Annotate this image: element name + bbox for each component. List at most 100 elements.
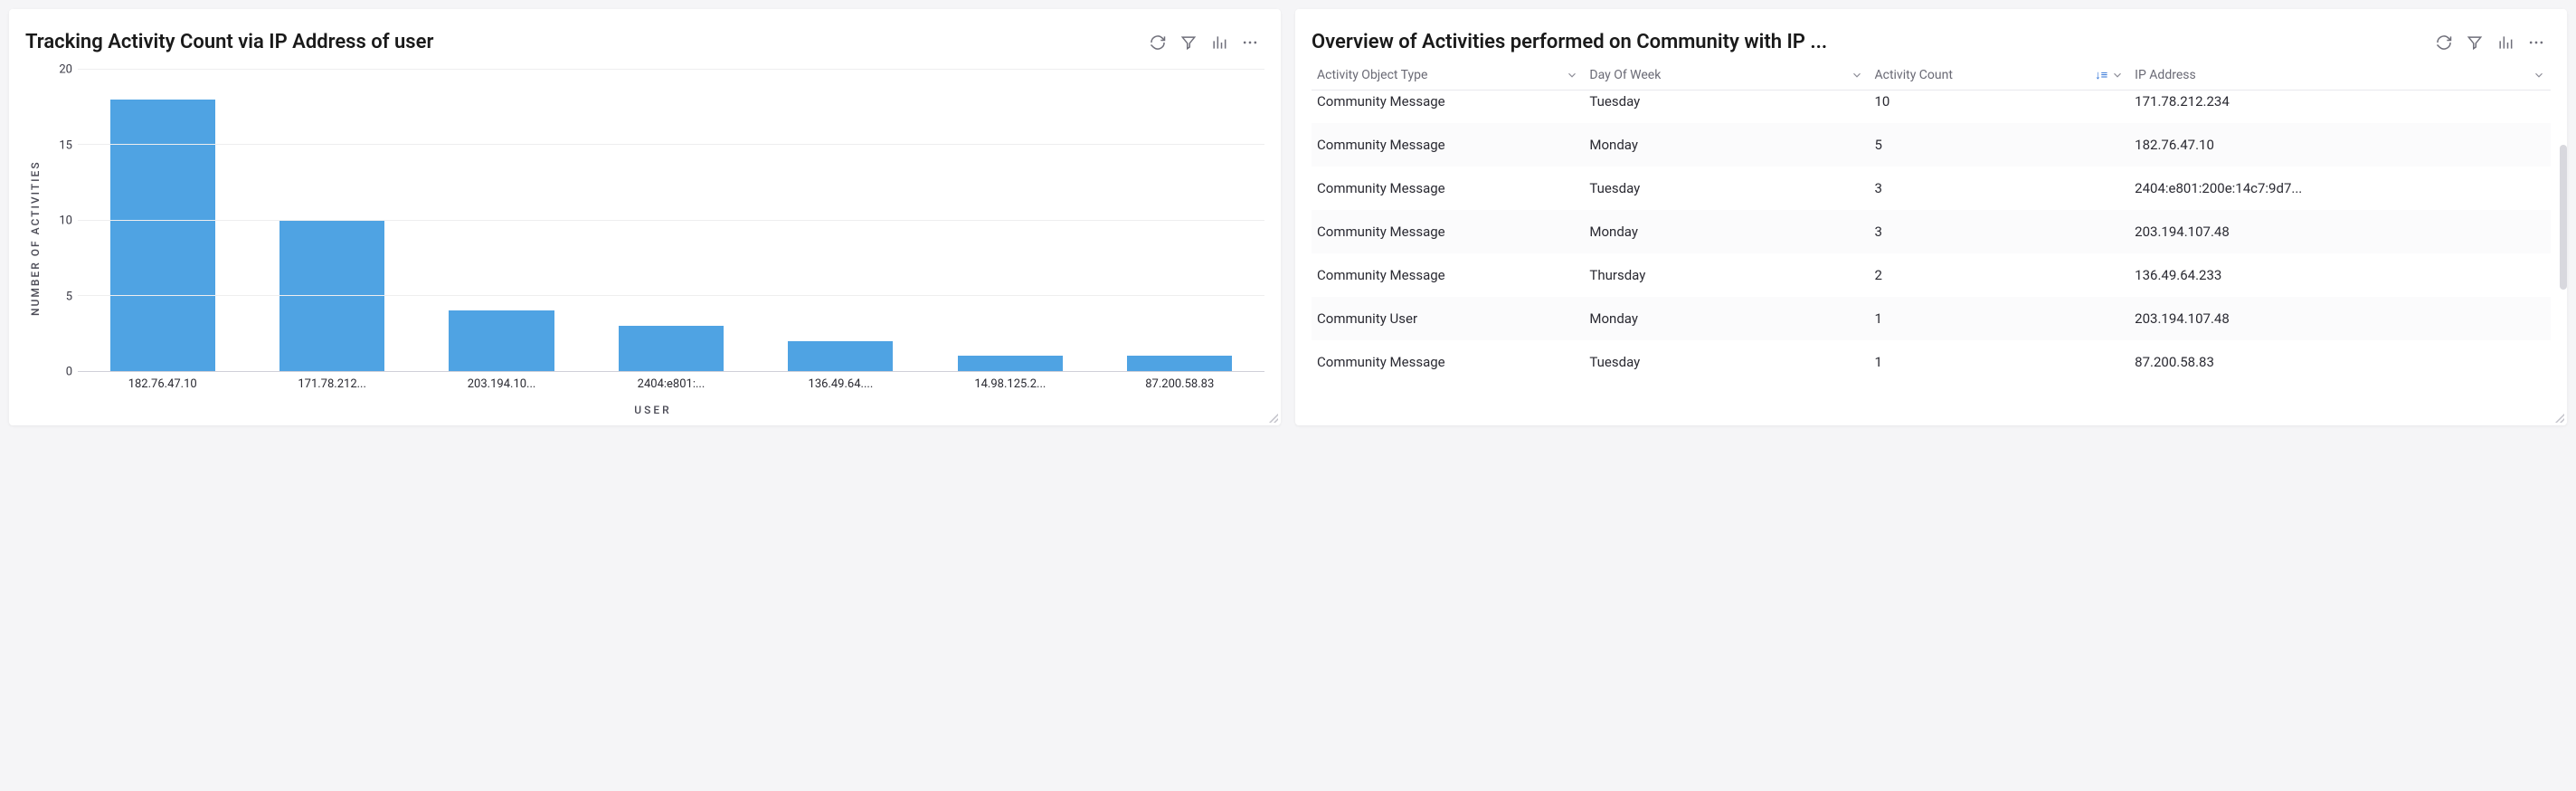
bar[interactable] (1127, 356, 1232, 371)
table-cell: 2404:e801:200e:14c7:9d7... (2129, 180, 2551, 196)
table-cell: 10 (1869, 93, 2129, 110)
chevron-down-icon[interactable] (1851, 69, 1863, 81)
table-cell: Community Message (1312, 354, 1584, 370)
x-tick-label: 2404:e801:... (586, 372, 755, 391)
table-cell: 1 (1869, 310, 2129, 327)
table-row[interactable]: Community MessageMonday5182.76.47.10 (1312, 123, 2551, 167)
table-cell: Tuesday (1584, 354, 1869, 370)
table-card-header: Overview of Activities performed on Comm… (1312, 31, 2551, 53)
table-cell: 3 (1869, 224, 2129, 240)
x-axis-label: USER (42, 404, 1264, 416)
scrollbar[interactable] (2560, 145, 2567, 290)
chart-title: Tracking Activity Count via IP Address o… (25, 31, 1149, 53)
bar-slot (925, 70, 1094, 371)
bar-slot (586, 70, 755, 371)
table-cell: Community Message (1312, 224, 1584, 240)
more-icon[interactable] (2527, 33, 2545, 52)
table-cell: 171.78.212.234 (2129, 93, 2551, 110)
y-axis-label: NUMBER OF ACTIVITIES (25, 61, 42, 416)
y-tick: 5 (66, 290, 72, 303)
y-tick: 0 (66, 366, 72, 379)
column-header-label: IP Address (2135, 68, 2533, 82)
x-tick-label: 182.76.47.10 (78, 372, 247, 391)
column-header[interactable]: Activity Count↓≡ (1869, 61, 2129, 90)
table-cell: Community Message (1312, 137, 1584, 153)
bar-slot (1095, 70, 1264, 371)
table-header-row: Activity Object Type Day Of Week Activity … (1312, 61, 2551, 91)
table-area: Activity Object Type Day Of Week Activity … (1312, 61, 2551, 416)
chart-tools (1149, 33, 1264, 52)
table-cell: Community Message (1312, 267, 1584, 283)
bar[interactable] (958, 356, 1063, 371)
column-header-label: Day Of Week (1589, 68, 1851, 82)
table-row[interactable]: Community MessageMonday3203.194.107.48 (1312, 210, 2551, 253)
x-labels: 182.76.47.10171.78.212...203.194.10...24… (78, 372, 1264, 391)
table-row[interactable]: Community MessageThursday2136.49.64.233 (1312, 253, 2551, 297)
table-cell: Monday (1584, 310, 1869, 327)
table-cell: Monday (1584, 137, 1869, 153)
table-cell: 182.76.47.10 (2129, 137, 2551, 153)
chart-type-icon[interactable] (2496, 33, 2514, 52)
table-card: Overview of Activities performed on Comm… (1295, 9, 2567, 425)
table-cell: 136.49.64.233 (2129, 267, 2551, 283)
column-header[interactable]: IP Address (2129, 61, 2551, 90)
table-cell: 3 (1869, 180, 2129, 196)
table-tools (2435, 33, 2551, 52)
table-cell: Community User (1312, 310, 1584, 327)
column-header-label: Activity Object Type (1317, 68, 1566, 82)
table-cell: 203.194.107.48 (2129, 224, 2551, 240)
x-tick-label: 171.78.212... (247, 372, 416, 391)
bar[interactable] (788, 341, 893, 371)
refresh-icon[interactable] (1149, 33, 1167, 52)
bar-slot (756, 70, 925, 371)
more-icon[interactable] (1241, 33, 1259, 52)
y-tick: 10 (59, 214, 72, 228)
table-cell: Tuesday (1584, 93, 1869, 110)
x-tick-label: 203.194.10... (417, 372, 586, 391)
chart-area: NUMBER OF ACTIVITIES 0 5 10 15 20 182.76.47.… (25, 61, 1264, 416)
gridline (78, 295, 1264, 296)
column-header[interactable]: Day Of Week (1584, 61, 1869, 90)
filter-icon[interactable] (1179, 33, 1198, 52)
filter-icon[interactable] (2466, 33, 2484, 52)
bar-slot (247, 70, 416, 371)
table-cell: Community Message (1312, 180, 1584, 196)
bar[interactable] (449, 310, 554, 371)
chevron-down-icon[interactable] (1566, 69, 1578, 81)
table-cell: 203.194.107.48 (2129, 310, 2551, 327)
bar[interactable] (279, 221, 384, 372)
refresh-icon[interactable] (2435, 33, 2453, 52)
table-row[interactable]: Community MessageTuesday187.200.58.83 (1312, 340, 2551, 384)
y-tick: 20 (59, 63, 72, 77)
bars-row (78, 70, 1264, 371)
y-ticks: 05101520 (42, 70, 78, 372)
resize-handle[interactable] (1269, 414, 1278, 423)
table-body: Community MessageTuesday10171.78.212.234… (1312, 91, 2551, 416)
x-tick-label: 87.200.58.83 (1095, 372, 1264, 391)
chevron-down-icon[interactable] (2533, 69, 2545, 81)
chart-type-icon[interactable] (1210, 33, 1228, 52)
sort-indicator-icon: ↓≡ (2095, 68, 2107, 82)
bar[interactable] (619, 326, 724, 371)
table-cell: Community Message (1312, 93, 1584, 110)
chart-card: Tracking Activity Count via IP Address o… (9, 9, 1281, 425)
y-tick: 15 (59, 138, 72, 152)
table-cell: Tuesday (1584, 180, 1869, 196)
gridline (78, 220, 1264, 221)
column-header-label: Activity Count (1874, 68, 2095, 82)
table-row[interactable]: Community MessageTuesday32404:e801:200e:… (1312, 167, 2551, 210)
chart-plot: 05101520 (42, 70, 1264, 372)
table-row[interactable]: Community UserMonday1203.194.107.48 (1312, 297, 2551, 340)
table-cell: 2 (1869, 267, 2129, 283)
table-cell: Thursday (1584, 267, 1869, 283)
table-row[interactable]: Community MessageTuesday10171.78.212.234 (1312, 91, 2551, 123)
chevron-down-icon[interactable] (2111, 69, 2124, 81)
table-cell: 5 (1869, 137, 2129, 153)
x-tick-label: 14.98.125.2... (925, 372, 1094, 391)
table-cell: 87.200.58.83 (2129, 354, 2551, 370)
bar[interactable] (110, 100, 215, 371)
resize-handle[interactable] (2555, 414, 2564, 423)
column-header[interactable]: Activity Object Type (1312, 61, 1584, 90)
chart-card-header: Tracking Activity Count via IP Address o… (25, 31, 1264, 53)
gridline (78, 69, 1264, 70)
